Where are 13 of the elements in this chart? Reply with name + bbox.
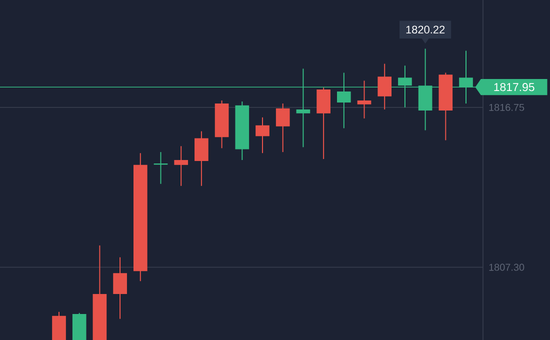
candlestick: [276, 103, 290, 153]
candlestick: [357, 80, 372, 119]
ref-line-label: 1817.95: [494, 83, 534, 92]
y-tick-label: 1807.30: [489, 264, 524, 271]
candlestick: [113, 256, 127, 320]
candlestick: [153, 152, 168, 184]
candlestick: [378, 63, 392, 110]
candlestick: [194, 130, 208, 186]
candlestick: [316, 87, 330, 160]
candlestick: [256, 116, 270, 154]
annotation: 1820.22: [406, 26, 445, 34]
y-tick-label: 1816.75: [489, 104, 524, 111]
candlestick: [174, 146, 188, 186]
